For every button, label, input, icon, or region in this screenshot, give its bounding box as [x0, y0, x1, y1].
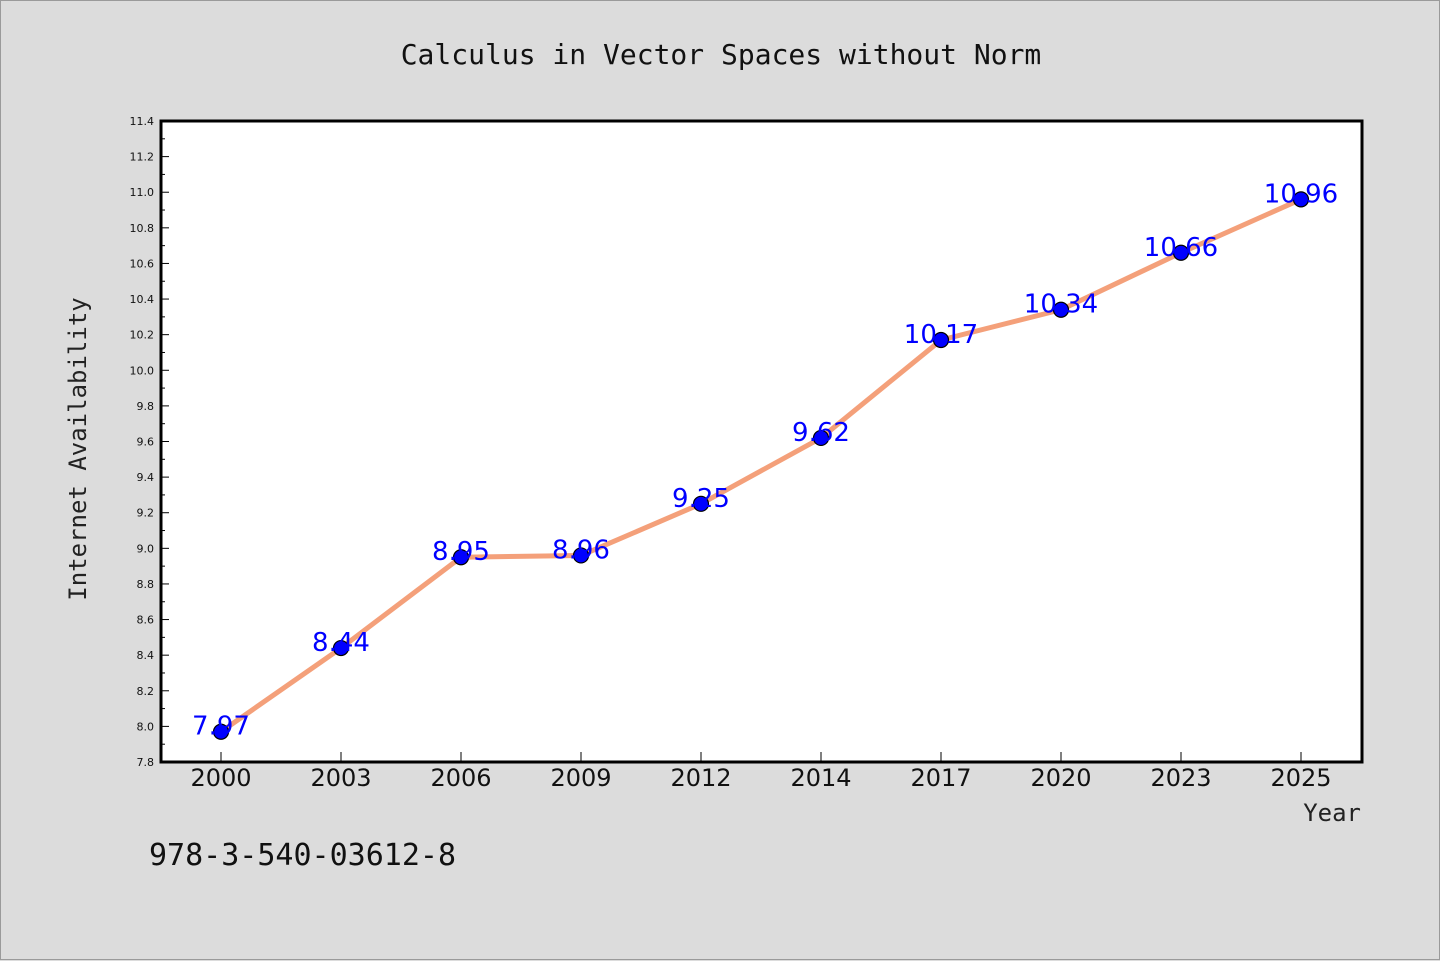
data-label: 9.62: [792, 418, 850, 448]
chart-title: Calculus in Vector Spaces without Norm: [401, 38, 1042, 71]
isbn-text: 978-3-540-03612-8: [149, 838, 456, 873]
data-point: [932, 331, 950, 349]
plot-border: [159, 119, 1364, 764]
x-tick-label: 2012: [670, 764, 731, 792]
x-tick-label: 2025: [1270, 764, 1331, 792]
x-axis-ticks: 2000 2003 2006 2009 2012 2014 2017 2020 2023 2025: [190, 752, 1332, 792]
x-tick-label: 2014: [790, 764, 851, 792]
y-tick-label: 9.6: [137, 436, 155, 449]
data-point: [212, 723, 230, 740]
y-axis-ticks: 7.8 8.0 8.2 8.4 8.6 8.8 9.0 9.2 9.4 9.6 9.8 10.0 10.…: [130, 115, 169, 769]
y-tick-label: 11.2: [130, 151, 155, 164]
y-tick-label: 9.0: [137, 542, 155, 555]
y-tick-label: 8.0: [137, 720, 155, 733]
y-tick-label: 10.0: [130, 364, 155, 377]
data-point: [1292, 191, 1310, 208]
data-point: [1052, 301, 1070, 318]
x-tick-label: 2017: [910, 764, 971, 792]
y-tick-label: 11.0: [130, 186, 155, 199]
data-label: 8.96: [552, 535, 610, 565]
data-point: [692, 495, 710, 512]
data-label: 10.17: [904, 320, 978, 350]
y-tick-label: 10.8: [130, 222, 155, 235]
y-tick-label: 9.8: [137, 400, 155, 413]
x-tick-label: 2006: [430, 764, 491, 792]
data-point: [572, 547, 590, 564]
data-label: 10.66: [1144, 233, 1218, 263]
y-tick-label: 7.8: [137, 756, 155, 769]
x-tick-label: 2020: [1030, 764, 1091, 792]
data-label: 9.25: [672, 484, 730, 514]
y-tick-label: 8.8: [137, 578, 155, 591]
y-tick-label: 10.6: [130, 257, 155, 270]
data-label: 10.96: [1264, 179, 1338, 209]
x-axis-label: Year: [1303, 799, 1361, 827]
data-point: [1172, 244, 1190, 261]
series-line: [219, 197, 1303, 734]
y-tick-label: 8.6: [137, 614, 155, 627]
y-tick-label: 10.2: [130, 329, 155, 342]
y-tick-label: 10.4: [130, 293, 155, 306]
x-tick-label: 2009: [550, 764, 611, 792]
y-tick-label: 11.4: [130, 115, 155, 128]
data-label: 10.34: [1024, 290, 1098, 320]
y-tick-label: 8.2: [137, 685, 155, 698]
x-tick-label: 2003: [310, 764, 371, 792]
data-point: [332, 639, 350, 657]
data-label: 7.97: [192, 712, 250, 742]
data-point: [812, 429, 830, 447]
data-labels: 7.97 8.44 8.95 8.96 9.25 9.62 10.17 10.34 10.66 1…: [192, 179, 1338, 741]
data-markers: [212, 191, 1310, 740]
data-label: 8.44: [312, 628, 370, 658]
y-tick-label: 9.4: [137, 471, 155, 484]
x-tick-label: 2023: [1150, 764, 1211, 792]
y-axis-label: Internet Availability: [64, 297, 92, 600]
plot-area: [161, 121, 1362, 762]
y-tick-label: 8.4: [137, 649, 155, 662]
data-point: [452, 549, 470, 566]
x-tick-label: 2000: [190, 764, 251, 792]
data-label: 8.95: [432, 537, 490, 567]
y-tick-label: 9.2: [137, 507, 155, 520]
